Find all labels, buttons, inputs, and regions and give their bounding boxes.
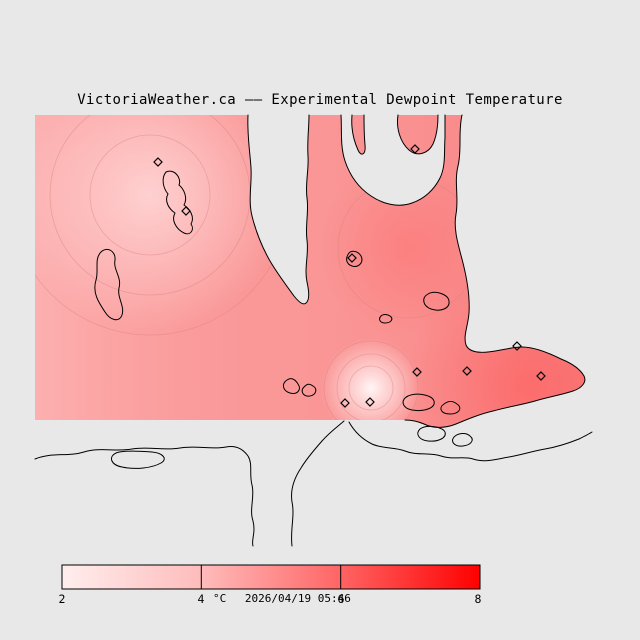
station-marker — [410, 144, 420, 154]
island-outline — [351, 114, 366, 155]
island-outline — [301, 383, 317, 397]
dewpoint-field — [35, 115, 585, 428]
unit-label: °C — [213, 592, 226, 605]
coastline-bay — [340, 114, 446, 206]
island-outline — [423, 291, 450, 311]
coastline-inlet — [247, 114, 310, 305]
coastline-layer — [34, 114, 593, 547]
coastline-lower-left — [34, 446, 255, 547]
island-outline — [162, 170, 193, 235]
station-marker — [181, 206, 191, 216]
lake-outline — [110, 450, 165, 469]
colorbar-unit-timestamp: °C 2026/04/19 05:46 — [213, 592, 351, 605]
station-marker — [412, 367, 422, 377]
colorbar-tick-label: 2 — [59, 592, 66, 606]
island-outline — [417, 425, 446, 442]
island-outline — [379, 314, 393, 324]
page-title: VictoriaWeather.ca —— Experimental Dewpo… — [77, 92, 563, 108]
station-marker — [512, 341, 522, 351]
island-outline — [402, 393, 435, 411]
island-outline — [282, 378, 300, 394]
island-outline — [440, 400, 461, 415]
island-outline — [94, 248, 124, 321]
coastline-harbour — [291, 420, 345, 547]
timestamp-label: 2026/04/19 05:46 — [245, 592, 351, 605]
colorbar-tick-label: 4 — [198, 592, 205, 606]
station-marker — [153, 157, 163, 167]
station-marker — [347, 253, 357, 263]
station-marker — [536, 371, 546, 381]
colorbar-tick-label: 8 — [475, 592, 482, 606]
island-outline — [397, 114, 439, 155]
colorbar: 2 4 6 8 °C 2026/04/19 05:46 — [59, 564, 482, 606]
coastline-lower-right — [348, 421, 593, 462]
colorbar-gradient-bar — [61, 564, 481, 590]
island-outline — [452, 433, 473, 447]
island-outline — [346, 250, 363, 267]
station-marker — [365, 397, 375, 407]
station-markers — [153, 144, 546, 408]
station-marker — [462, 366, 472, 376]
station-marker — [340, 398, 350, 408]
colorbar-tick-label: 6 — [338, 592, 345, 606]
coastline-right — [404, 114, 586, 428]
